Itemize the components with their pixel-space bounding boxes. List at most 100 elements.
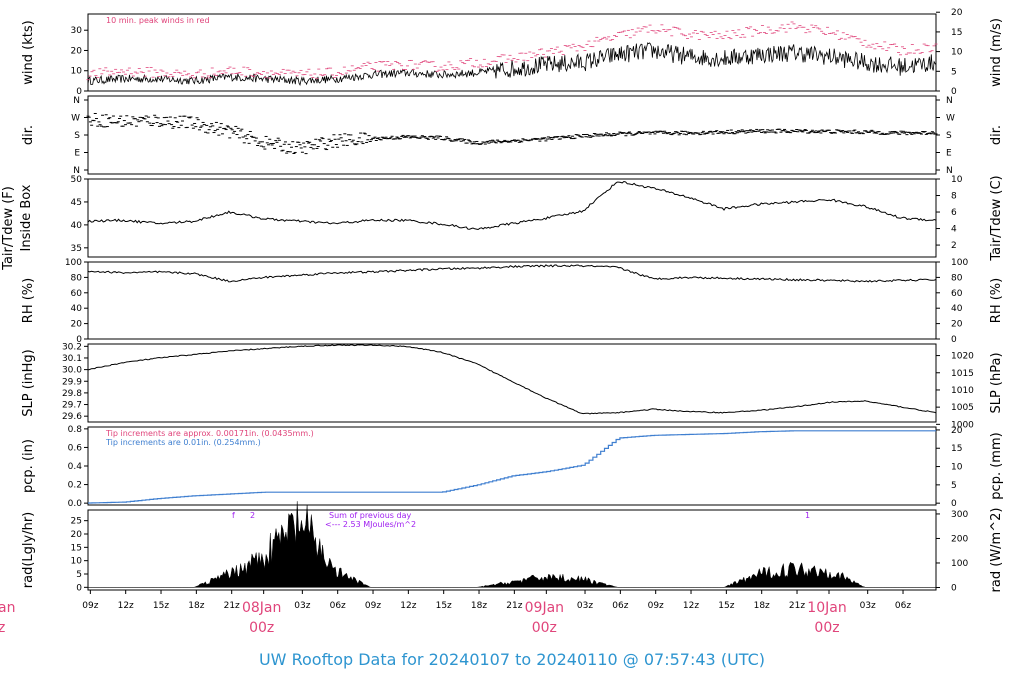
slp-right-tick-label: 1020 — [951, 352, 974, 362]
rad-marker-label: 1 — [805, 511, 810, 520]
rad-left-tick-label: 0 — [76, 583, 82, 593]
temp-left-tick-label: 35 — [71, 244, 82, 254]
dir-left-tick-label: E — [74, 149, 80, 159]
pcp-panel: Tip increments are approx. 0.00171in. (0… — [21, 425, 1004, 509]
rh-series — [87, 264, 937, 283]
pcp-left-tick-label: 0.6 — [68, 443, 83, 453]
wind-left-tick-label: 30 — [71, 26, 83, 36]
slp-left-tick-label: 29.9 — [62, 377, 82, 387]
wind-right-tick-label: 0 — [951, 87, 957, 97]
rad-note-sum: Sum of previous day — [329, 511, 411, 520]
rad-left-tick-label: 5 — [76, 570, 82, 580]
rh-left-tick-label: 0 — [76, 335, 82, 345]
time-tick-label: 21z — [224, 601, 240, 611]
slp-left-tick-label: 30.2 — [62, 342, 82, 352]
wind-left-tick-label: 0 — [76, 87, 82, 97]
pcp-right-tick-label: 0 — [951, 499, 957, 509]
pcp-left-tick-label: 0.4 — [68, 462, 83, 472]
wind-left-axis-label: wind (kts) — [21, 20, 36, 84]
dir-series — [86, 112, 938, 155]
slp-left-axis-label: SLP (inHg) — [21, 349, 36, 417]
rad-left-tick-label: 25 — [71, 517, 82, 527]
dir-panel-frame — [87, 95, 937, 175]
time-axis: 09z 12z 15z 18z 21z 03z 06z 09z 12z 15z 18z 21z 03z 0… — [0, 590, 911, 636]
time-tick-label: 12z — [118, 601, 134, 611]
pcp-series — [88, 430, 936, 504]
day-label-cut-date: an — [0, 600, 15, 616]
time-tick-label: 15z — [436, 601, 452, 611]
pcp-left-tick-label: 0.0 — [68, 499, 83, 509]
temp-right-axis-label: Tair/Tdew (C) — [989, 175, 1004, 261]
slp-right-tick-label: 1000 — [951, 420, 974, 430]
pcp-left-tick-label: 0.8 — [68, 425, 83, 435]
slp-left-tick-label: 29.6 — [62, 412, 82, 422]
rad-left-tick-label: 15 — [71, 543, 82, 553]
time-tick-label: 21z — [789, 601, 805, 611]
time-tick-label: 18z — [471, 601, 487, 611]
time-tick-label: 15z — [153, 601, 169, 611]
rad-note-value: <--- 2.53 MJoules/m^2 — [325, 520, 416, 529]
temp-right-tick-label: 6 — [951, 208, 957, 218]
day-label-date: 10Jan — [807, 600, 846, 616]
day-label-hour: 00z — [814, 620, 839, 636]
pcp-note-tip: Tip increments are 0.01in. (0.254mm.) — [105, 438, 261, 447]
slp-panel-frame — [87, 343, 937, 423]
time-tick-label: 06z — [330, 601, 346, 611]
rh-right-tick-label: 0 — [951, 335, 957, 345]
slp-left-tick-label: 29.7 — [62, 401, 82, 411]
rh-left-tick-label: 20 — [71, 320, 83, 330]
rh-panel: 0 20 40 60 80 100 0 20 40 60 80 100 RH (%) RH (%) — [21, 258, 1004, 345]
dir-right-tick-label: N — [946, 96, 953, 106]
temp-left-tick-label: 50 — [71, 175, 83, 185]
time-tick-label: 18z — [188, 601, 204, 611]
pcp-right-tick-label: 5 — [951, 481, 957, 491]
rad-panel: Sum of previous day<--- 2.53 MJoules/m^2… — [21, 501, 1004, 593]
wind-left-tick-label: 20 — [71, 46, 83, 56]
dir-right-axis-label: dir. — [989, 125, 1004, 145]
slp-right-tick-label: 1010 — [951, 386, 974, 396]
rad-left-tick-label: 20 — [71, 530, 83, 540]
slp-right-axis-label: SLP (hPa) — [989, 352, 1004, 413]
temp-panel-frame — [87, 178, 937, 258]
temp-left-tick-label: 45 — [71, 198, 82, 208]
rh-left-tick-label: 80 — [71, 273, 83, 283]
day-label-date: 08Jan — [242, 600, 281, 616]
rad-right-tick-label: 200 — [951, 534, 968, 544]
dir-left-tick-label: N — [73, 96, 80, 106]
dir-left-tick-label: N — [73, 166, 80, 176]
pcp-left-tick-label: 0.2 — [68, 481, 82, 491]
dir-right-tick-label: S — [946, 131, 952, 141]
rad-panel-frame — [87, 509, 937, 591]
time-tick-label: 09z — [365, 601, 381, 611]
rad-left-tick-label: 10 — [71, 557, 83, 567]
pcp-right-tick-label: 15 — [951, 444, 962, 454]
temp-right-tick-label: 10 — [951, 175, 963, 185]
wind-panel-frame — [87, 13, 937, 92]
rh-right-tick-label: 100 — [951, 258, 968, 268]
day-label-hour: 00z — [532, 620, 557, 636]
rh-panel-frame — [87, 261, 937, 340]
rad-series — [87, 501, 937, 588]
temp-left-tick-label: 40 — [71, 221, 83, 231]
wind-left-tick-label: 10 — [71, 67, 83, 77]
temp-left-axis-label: Tair/Tdew (F) — [1, 186, 16, 271]
rh-left-tick-label: 100 — [65, 258, 82, 268]
rh-right-tick-label: 80 — [951, 273, 963, 283]
rad-marker-label: 2 — [250, 511, 255, 520]
day-label-hour: 00z — [249, 620, 274, 636]
rad-marker-label: f — [232, 511, 235, 520]
wind-right-axis-label: wind (m/s) — [989, 18, 1004, 87]
wind-right-tick-label: 5 — [951, 67, 957, 77]
dir-left-tick-label: S — [74, 131, 80, 141]
day-label-cut-hour: z — [0, 620, 5, 636]
wind-right-tick-label: 10 — [951, 48, 963, 58]
wind-right-tick-label: 20 — [951, 8, 963, 18]
time-tick-label: 09z — [82, 601, 98, 611]
time-tick-label: 21z — [506, 601, 522, 611]
rh-right-tick-label: 20 — [951, 320, 963, 330]
pcp-note-approx: Tip increments are approx. 0.00171in. (0… — [105, 429, 314, 438]
rh-left-tick-label: 60 — [71, 289, 83, 299]
slp-series — [87, 344, 937, 415]
